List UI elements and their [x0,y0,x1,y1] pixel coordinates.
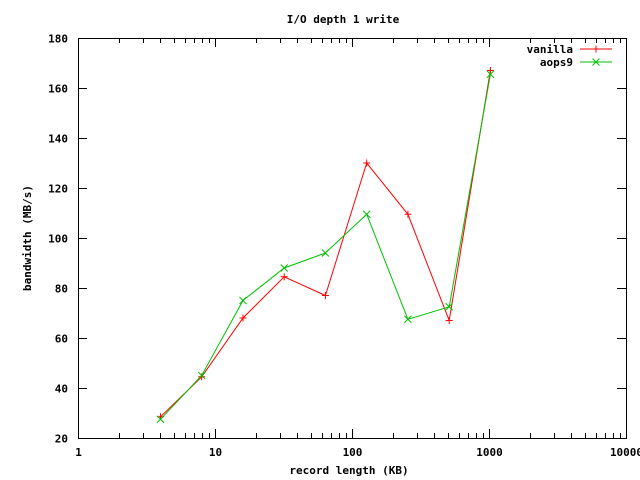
data-point [239,314,247,322]
data-point [280,264,289,272]
series-vanilla [156,67,494,421]
data-point [156,415,165,424]
x-tick-label: 10 [209,446,222,459]
marker-cross-b [156,415,165,424]
data-point [198,373,206,381]
data-point [404,315,412,324]
marker-cross-b [592,58,600,66]
y-tick-label: 140 [48,133,68,146]
x-tick-label: 10000 [610,446,640,459]
x-tick-label: 100 [343,446,363,459]
legend-marker [592,45,600,53]
data-point [445,317,453,324]
y-axis-label: bandwidth (MB/s) [21,185,34,291]
y-tick-label: 80 [55,283,68,296]
data-point [404,210,412,218]
data-point [197,371,206,380]
x-axis: 1 10 100 1000 10000 [75,38,640,459]
x-tick-label: 1 [75,446,82,459]
x-axis-label: record length (KB) [289,464,408,477]
marker-cross-b [362,210,371,219]
marker-cross-b [280,264,289,272]
legend-label: vanilla [527,43,573,56]
legend-label: aops9 [540,56,573,69]
plot-frame [78,38,627,439]
data-point [445,302,454,311]
data-point [486,67,494,74]
marker-cross-b [321,249,330,257]
series-aops9 [156,70,495,424]
marker-cross-b [404,315,412,324]
data-point [363,159,371,167]
series-line [160,74,491,420]
marker-cross-b [445,302,454,311]
data-point [280,273,288,281]
x-tick-label: 1000 [476,446,503,459]
data-point [321,249,330,257]
y-tick-label: 100 [48,233,68,246]
data-point [239,296,247,305]
marker-cross-b [239,296,247,305]
y-tick-label: 60 [55,333,68,346]
marker-cross-b [486,70,495,79]
data-point [321,292,329,299]
y-tick-label: 120 [48,183,68,196]
series-layer [156,67,495,424]
series-line [160,70,491,418]
data-point [486,70,495,79]
marker-cross-b [197,371,206,380]
y-tick-label: 180 [48,33,68,46]
data-point [362,210,371,219]
y-tick-label: 40 [55,383,68,396]
y-axis: 20 40 60 80 100 120 140 160 180 [48,33,626,446]
y-tick-label: 160 [48,83,68,96]
legend-marker [592,58,600,66]
y-tick-label: 20 [55,433,68,446]
chart-title: I/O depth 1 write [287,13,400,26]
